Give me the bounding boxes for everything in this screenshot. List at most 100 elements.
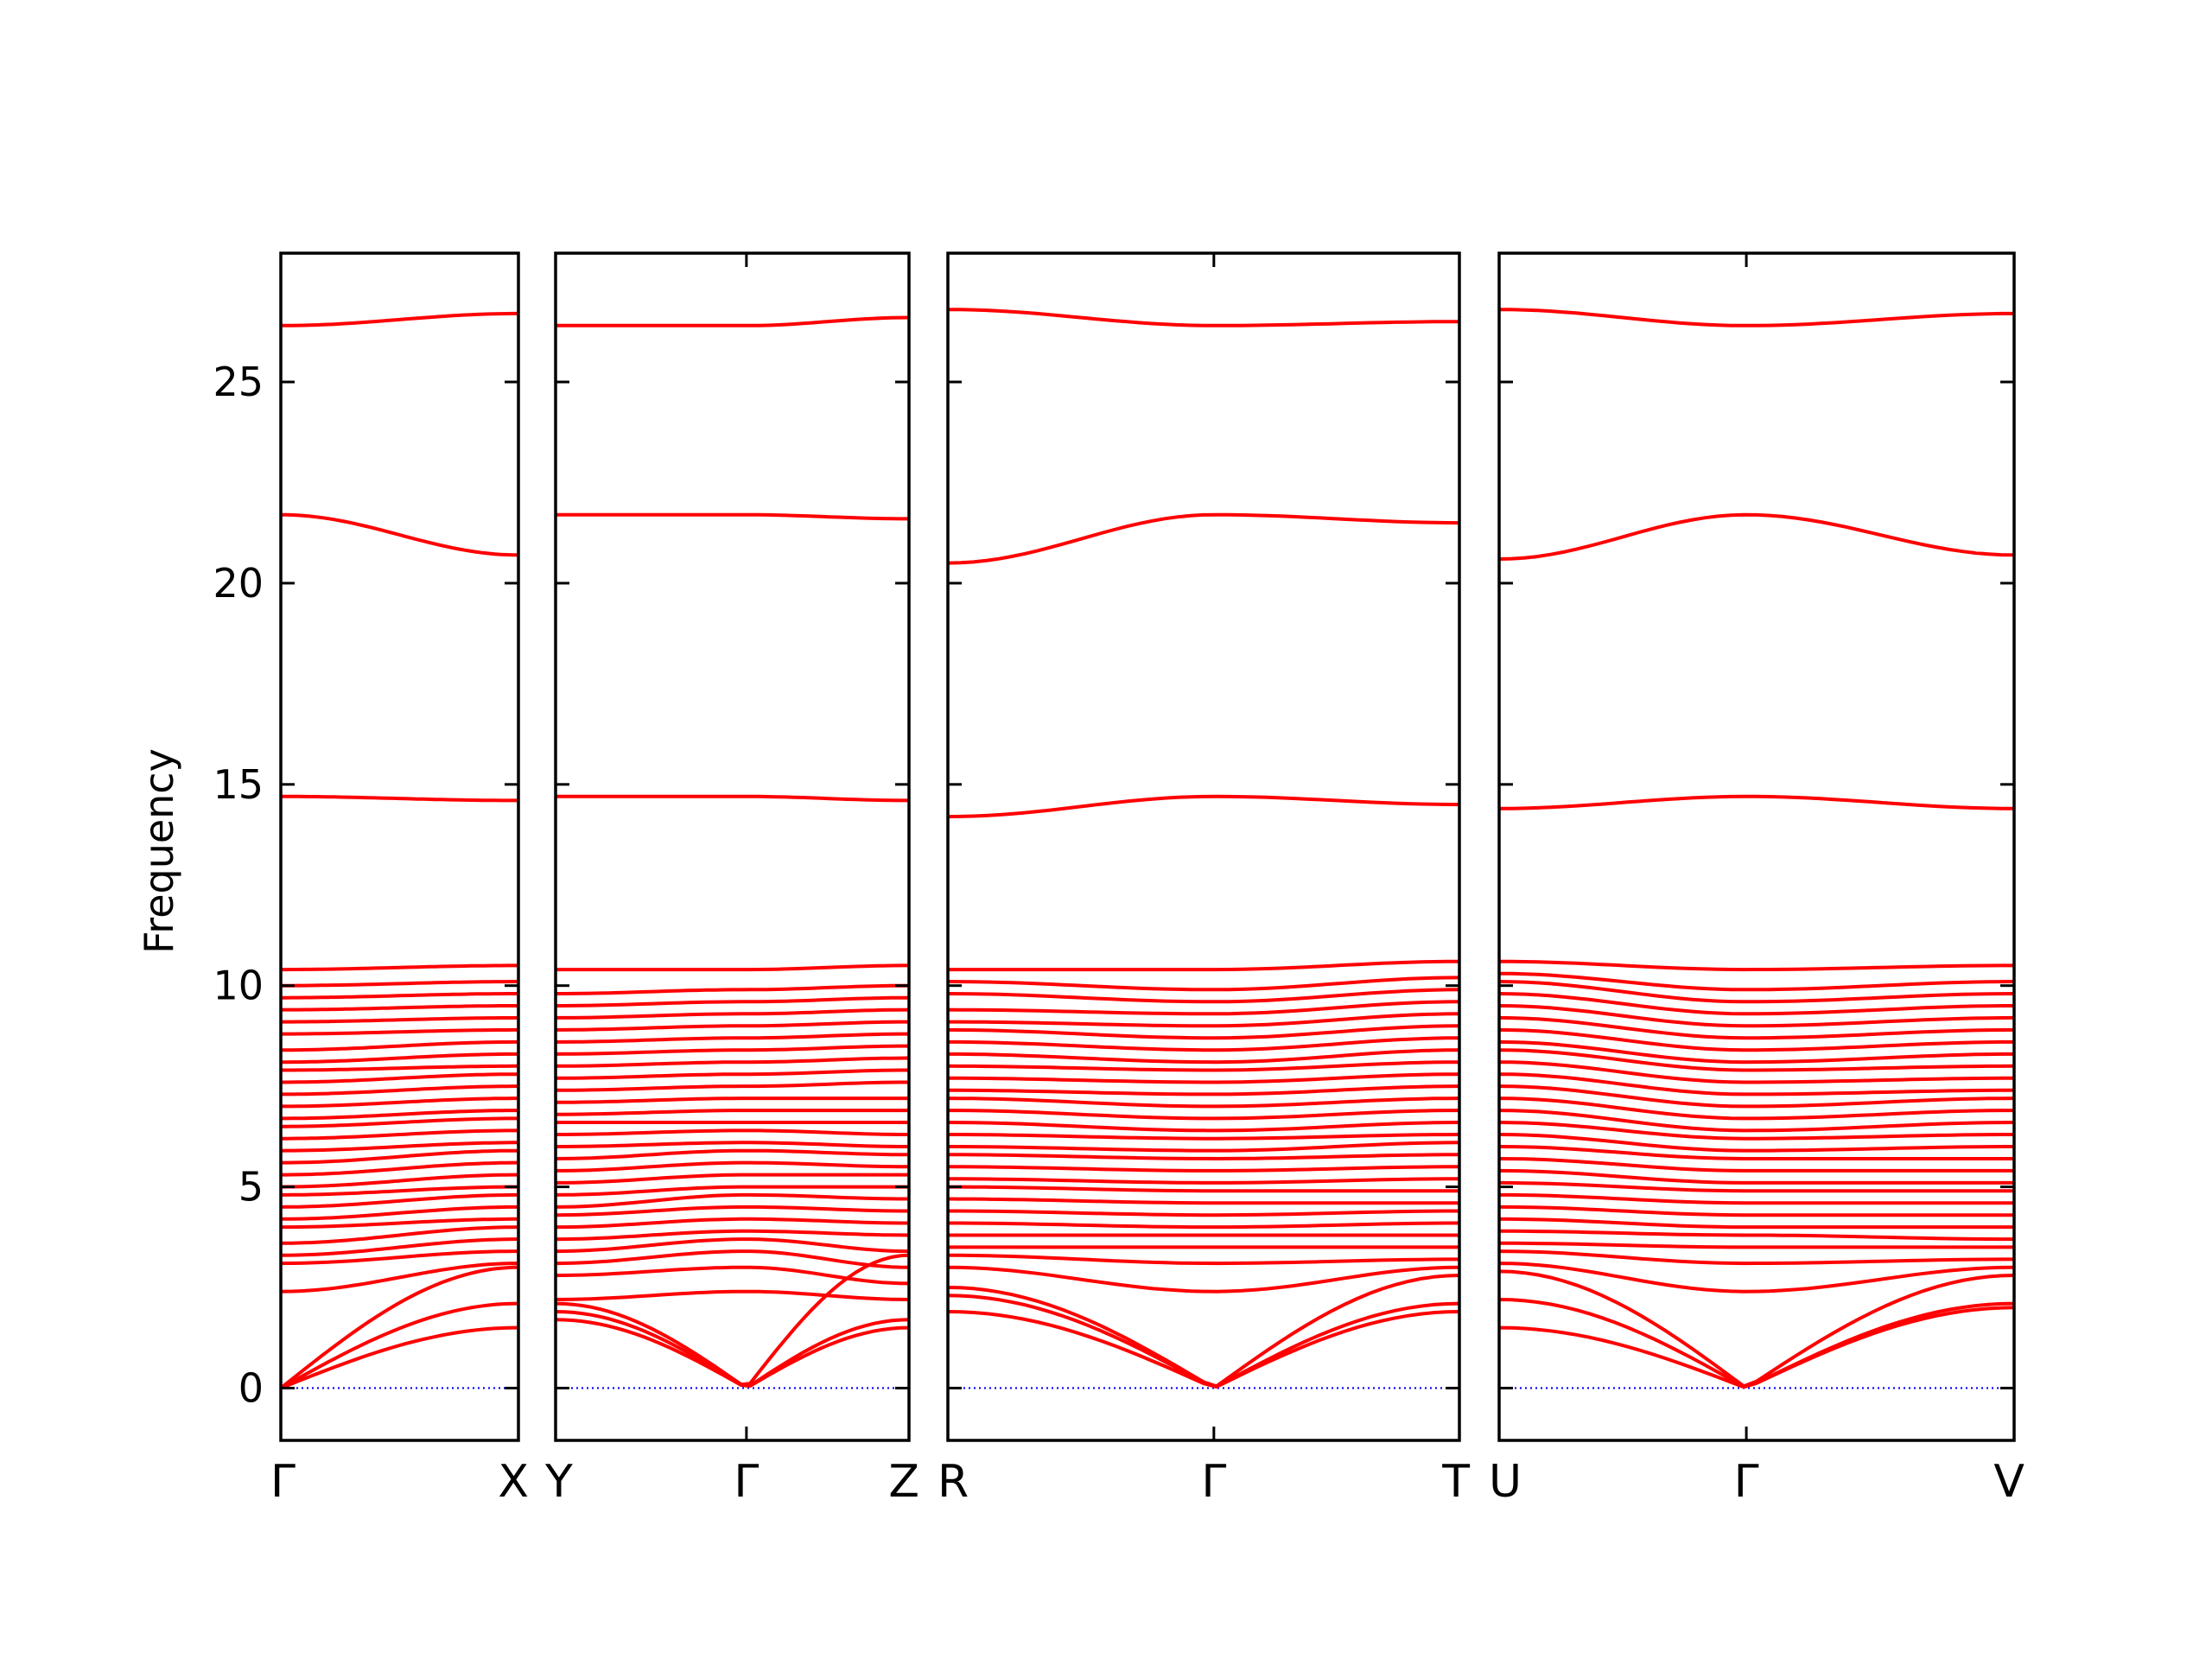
- kpoint-label: V: [1993, 1456, 2024, 1508]
- optical-branch: [555, 1044, 909, 1056]
- optical-branch: [280, 512, 518, 557]
- optical-branch: [556, 963, 909, 972]
- optical-branch: [280, 1192, 518, 1209]
- optical-branch: [1498, 992, 2014, 1016]
- panel-frame: [946, 251, 1461, 1442]
- acoustic-branch: [280, 1301, 519, 1390]
- optical-branch: [281, 1084, 518, 1096]
- optical-branch: [1498, 1060, 2014, 1084]
- optical-branch: [281, 980, 518, 988]
- acoustic-branch: [1498, 1306, 2015, 1389]
- optical-branch: [556, 1160, 910, 1173]
- panel-frame: [1497, 251, 2016, 1442]
- optical-branch: [281, 794, 518, 803]
- optical-branch: [556, 1141, 909, 1148]
- optical-branch: [280, 1141, 518, 1153]
- y-tick-label: 20: [213, 560, 264, 607]
- optical-branch: [1498, 308, 2014, 327]
- optical-branch: [1498, 1048, 2015, 1072]
- optical-branch: [1498, 1109, 2015, 1133]
- optical-branch: [281, 1039, 518, 1052]
- acoustic-branch: [1498, 1269, 2015, 1389]
- optical-branch: [281, 963, 518, 972]
- optical-branch: [556, 1128, 909, 1136]
- optical-branch: [1498, 1004, 2015, 1028]
- optical-branch: [281, 1072, 518, 1084]
- optical-branch: [948, 959, 1460, 972]
- optical-branch: [948, 1036, 1460, 1052]
- optical-branch: [947, 1096, 1460, 1109]
- optical-branch: [281, 1096, 518, 1109]
- optical-branch: [555, 1289, 910, 1301]
- optical-branch: [1498, 794, 2015, 810]
- optical-branch: [556, 1007, 910, 1020]
- optical-branch: [947, 1121, 1460, 1133]
- panel-frame: [279, 251, 520, 1442]
- optical-branch: [1499, 1205, 2014, 1217]
- optical-branch: [1498, 1180, 2014, 1193]
- optical-branch: [947, 512, 1460, 565]
- optical-branch: [281, 1128, 518, 1141]
- optical-branch: [556, 1056, 910, 1068]
- kpoint-label: U: [1489, 1456, 1522, 1508]
- optical-branch: [1498, 980, 2015, 1004]
- kpoint-label: R: [938, 1456, 969, 1508]
- acoustic-branch: [1498, 1298, 2015, 1389]
- optical-branch: [281, 1217, 518, 1230]
- y-tick-label: 0: [238, 1364, 264, 1411]
- optical-branch: [556, 995, 909, 1007]
- optical-branch: [948, 1141, 1460, 1153]
- optical-branch: [947, 1000, 1460, 1016]
- optical-branch: [556, 512, 909, 521]
- optical-branch: [281, 1109, 518, 1121]
- optical-branch: [281, 311, 518, 327]
- optical-branch: [1499, 1241, 2014, 1249]
- optical-branch: [555, 1205, 909, 1217]
- optical-branch: [556, 315, 910, 327]
- optical-branch: [556, 1173, 909, 1185]
- y-tick-label: 15: [213, 761, 264, 808]
- optical-branch: [280, 1262, 518, 1294]
- optical-branch: [947, 794, 1460, 819]
- optical-branch: [948, 1165, 1459, 1173]
- acoustic-branch: [280, 1325, 518, 1390]
- optical-branch: [1498, 1015, 2015, 1040]
- kpoint-label: Γ: [1734, 1456, 1759, 1508]
- optical-branch: [948, 1012, 1460, 1028]
- optical-branch: [556, 1265, 910, 1286]
- acoustic-branch: [947, 1310, 1460, 1389]
- optical-branch: [281, 1027, 518, 1036]
- optical-branch: [281, 1205, 518, 1221]
- optical-branch: [555, 1148, 909, 1160]
- optical-branch: [556, 1020, 909, 1032]
- optical-branch: [948, 1221, 1459, 1230]
- acoustic-branch: [279, 1265, 519, 1390]
- optical-branch: [281, 1052, 518, 1065]
- optical-branch: [948, 1153, 1459, 1161]
- optical-branch: [1498, 971, 2015, 992]
- optical-branch: [1498, 1084, 2015, 1109]
- optical-branch: [281, 1160, 518, 1177]
- kpoint-label: Y: [544, 1456, 573, 1508]
- optical-branch: [1499, 1229, 2014, 1242]
- kpoint-label: Γ: [1201, 1456, 1226, 1508]
- optical-branch: [947, 1060, 1459, 1072]
- optical-branch: [948, 1109, 1459, 1121]
- optical-branch: [281, 1015, 519, 1024]
- optical-branch: [1498, 1145, 2014, 1160]
- optical-branch: [948, 1185, 1459, 1193]
- optical-branch: [1499, 1192, 2014, 1205]
- optical-branch: [947, 988, 1460, 1004]
- optical-branch: [280, 1225, 519, 1245]
- optical-branch: [556, 1229, 910, 1242]
- optical-branch: [556, 1068, 909, 1080]
- y-tick-label: 25: [213, 359, 264, 405]
- optical-branch: [555, 1237, 910, 1254]
- optical-branch: [1498, 1121, 2014, 1141]
- y-axis: 0 5 10 15 20 25: [213, 359, 264, 1411]
- optical-branch: [1498, 1072, 2014, 1096]
- optical-branch: [1498, 1039, 2014, 1065]
